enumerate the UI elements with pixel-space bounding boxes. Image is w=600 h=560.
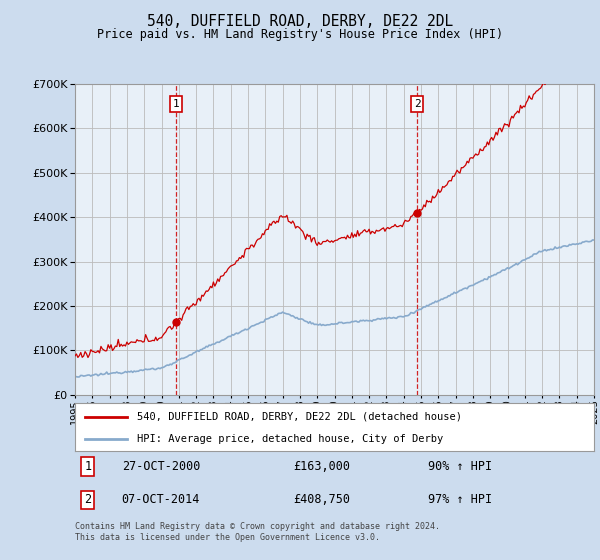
Text: HPI: Average price, detached house, City of Derby: HPI: Average price, detached house, City… [137,434,443,444]
Text: 540, DUFFIELD ROAD, DERBY, DE22 2DL: 540, DUFFIELD ROAD, DERBY, DE22 2DL [147,14,453,29]
Text: 2: 2 [85,493,92,506]
Text: 540, DUFFIELD ROAD, DERBY, DE22 2DL (detached house): 540, DUFFIELD ROAD, DERBY, DE22 2DL (det… [137,412,462,422]
Text: 97% ↑ HPI: 97% ↑ HPI [428,493,492,506]
Text: This data is licensed under the Open Government Licence v3.0.: This data is licensed under the Open Gov… [75,533,380,542]
Text: 2: 2 [413,99,421,109]
Text: 27-OCT-2000: 27-OCT-2000 [122,460,200,473]
Text: £163,000: £163,000 [293,460,350,473]
Text: 1: 1 [85,460,92,473]
Text: 1: 1 [172,99,179,109]
Text: £408,750: £408,750 [293,493,350,506]
Text: 07-OCT-2014: 07-OCT-2014 [122,493,200,506]
Text: Contains HM Land Registry data © Crown copyright and database right 2024.: Contains HM Land Registry data © Crown c… [75,522,440,531]
Text: 90% ↑ HPI: 90% ↑ HPI [428,460,492,473]
Text: Price paid vs. HM Land Registry's House Price Index (HPI): Price paid vs. HM Land Registry's House … [97,28,503,41]
